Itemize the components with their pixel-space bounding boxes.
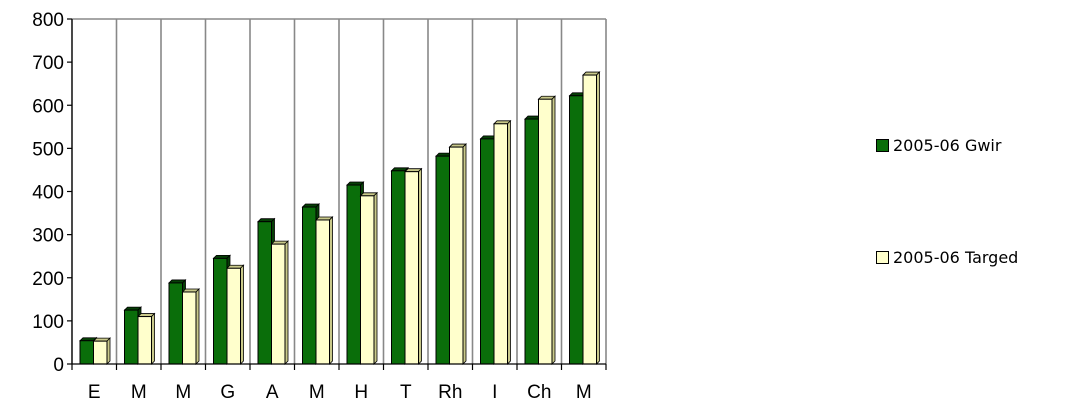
bar — [315, 219, 330, 365]
legend-item-gwir: 2005-06 Gwir — [876, 136, 1001, 155]
bar — [480, 138, 495, 365]
x-tick-label: Rh — [438, 382, 462, 403]
bar — [435, 155, 450, 365]
x-tick-label: E — [88, 382, 101, 403]
y-tick-label: 700 — [32, 53, 64, 74]
legend-label-targed: 2005-06 Targed — [893, 248, 1019, 267]
bar — [360, 195, 375, 365]
x-tick-label: I — [492, 382, 497, 403]
legend-swatch-targed — [876, 251, 889, 264]
bar — [346, 184, 361, 365]
x-axis-ticks: E M M G A M H T Rh I Ch M — [71, 364, 607, 403]
bar — [271, 243, 286, 365]
bar — [182, 291, 197, 365]
y-tick-label: 200 — [32, 269, 64, 290]
bar — [524, 118, 539, 365]
x-tick-label: G — [220, 382, 235, 403]
y-tick-label: 300 — [32, 226, 64, 247]
x-tick-label: M — [175, 382, 191, 403]
y-axis-ticks: 0 100 200 300 400 500 600 700 800 — [32, 10, 72, 376]
bar — [404, 171, 419, 365]
bar — [93, 340, 108, 365]
x-tick-label: A — [266, 382, 279, 403]
x-tick-label: M — [131, 382, 147, 403]
y-tick-label: 500 — [32, 139, 64, 160]
bar — [569, 95, 584, 365]
x-tick-label: H — [354, 382, 368, 403]
x-tick-label: Ch — [527, 382, 551, 403]
legend-item-targed: 2005-06 Targed — [876, 248, 1018, 267]
bar — [391, 170, 406, 365]
bar — [449, 146, 464, 365]
bar — [226, 267, 241, 365]
gridlines — [71, 18, 607, 364]
y-tick-label: 0 — [53, 355, 64, 376]
x-tick-label: T — [400, 382, 412, 403]
bar — [538, 98, 553, 365]
bar — [257, 221, 272, 365]
y-tick-label: 800 — [32, 10, 64, 31]
bar — [168, 282, 183, 365]
bars — [79, 71, 601, 365]
legend-swatch-gwir — [876, 139, 889, 152]
bar — [493, 123, 508, 365]
y-tick-label: 600 — [32, 96, 64, 117]
y-tick-label: 400 — [32, 183, 64, 204]
bar — [137, 316, 152, 365]
x-tick-label: M — [309, 382, 325, 403]
x-tick-label: M — [576, 382, 592, 403]
legend-label-gwir: 2005-06 Gwir — [893, 136, 1002, 155]
bar — [302, 206, 317, 365]
bar — [213, 257, 228, 365]
bar — [79, 340, 94, 365]
bar — [582, 74, 597, 365]
y-tick-label: 100 — [32, 312, 64, 333]
bar — [124, 309, 139, 365]
